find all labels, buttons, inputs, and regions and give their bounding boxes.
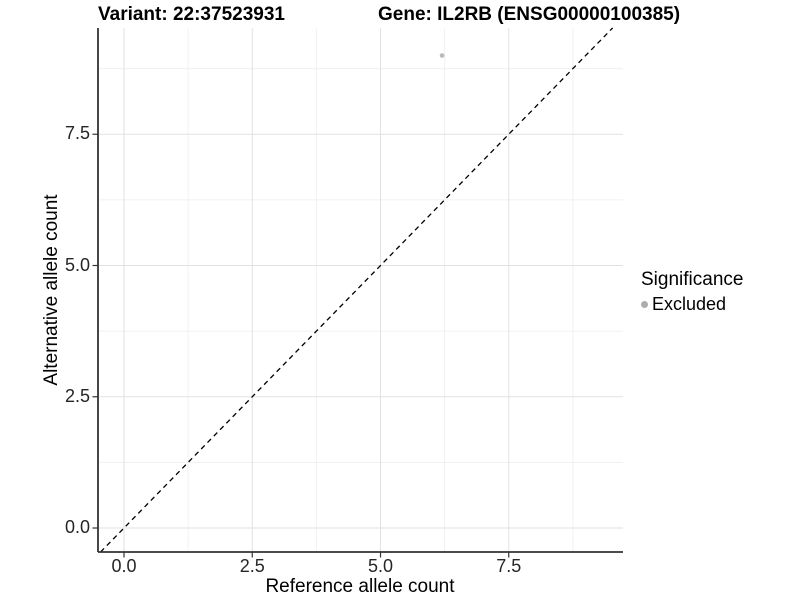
legend-item-label: Excluded <box>652 294 727 314</box>
data-point <box>439 53 445 58</box>
y-tick-label: 5.0 <box>64 254 90 275</box>
y-axis-title: Alternative allele count <box>41 194 62 386</box>
x-axis-title: Reference allele count <box>265 576 455 597</box>
plot-title-variant: Variant: 22:37523931 <box>98 4 285 25</box>
legend-title: Significance <box>641 269 744 290</box>
x-tick-label: 5.0 <box>367 556 394 576</box>
plot-title-gene: Gene: IL2RB (ENSG00000100385) <box>378 4 681 25</box>
x-tick-label: 7.5 <box>496 556 522 576</box>
y-tick-label: 7.5 <box>64 123 90 144</box>
y-tick-label: 2.5 <box>64 385 90 406</box>
y-tick-label: 0.0 <box>64 517 90 537</box>
legend-point-icon <box>641 301 648 308</box>
legend-item-excluded: Excluded <box>641 294 743 315</box>
x-tick-label: 2.5 <box>239 556 265 576</box>
legend: Significance Excluded <box>641 269 743 315</box>
x-tick-label: 0.0 <box>111 556 137 576</box>
